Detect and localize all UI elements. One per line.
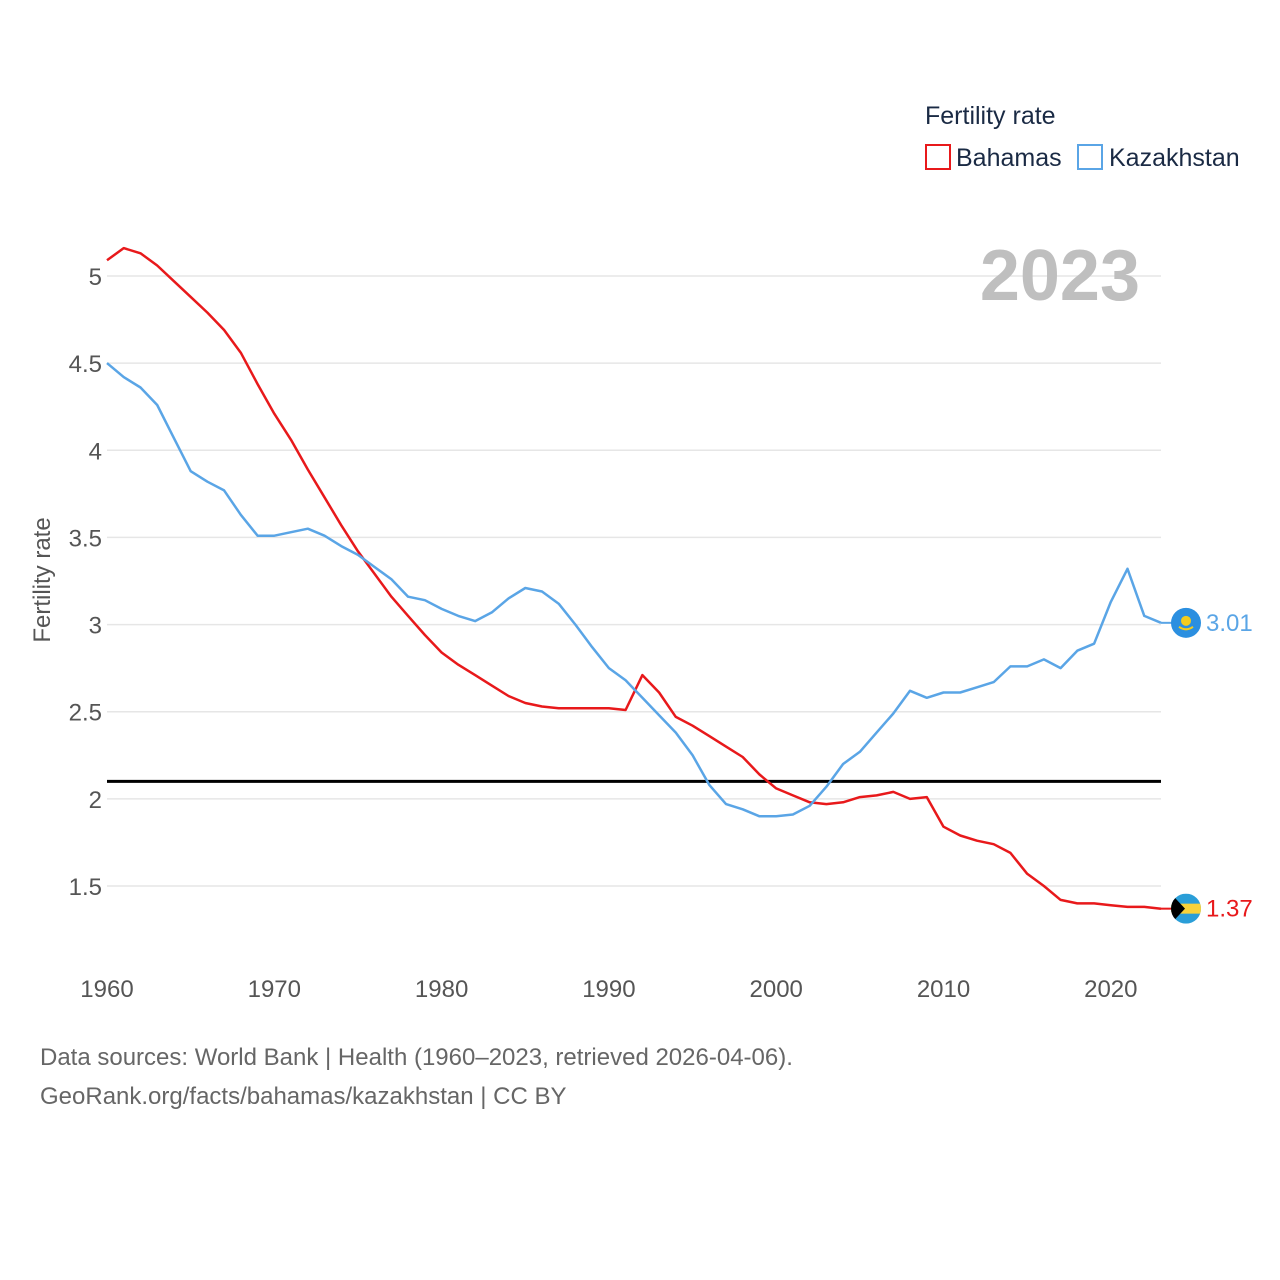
y-tick-label: 4.5 <box>69 351 102 378</box>
end-value-bahamas: 1.37 <box>1206 896 1253 923</box>
end-markers: 1.37 3.01 <box>1161 607 1253 924</box>
legend-title: Fertility rate <box>925 102 1056 130</box>
x-tick-label: 1990 <box>582 976 635 1003</box>
y-tick-label: 3.5 <box>69 525 102 552</box>
x-tick-label: 1960 <box>80 976 133 1003</box>
x-tick-label: 2020 <box>1084 976 1137 1003</box>
y-tick-label: 2 <box>89 787 102 814</box>
highlight-year: 2023 <box>980 236 1140 316</box>
end-value-kazakhstan: 3.01 <box>1206 610 1253 637</box>
y-axis-label: Fertility rate <box>29 517 56 642</box>
series-line-bahamas[interactable] <box>106 246 1162 910</box>
flag-bahamas-icon <box>1171 893 1201 924</box>
x-tick-label: 2010 <box>917 976 970 1003</box>
flag-kazakhstan-icon <box>1171 607 1201 638</box>
y-tick-label: 1.5 <box>69 874 102 901</box>
x-tick-label: 1970 <box>248 976 301 1003</box>
data-source-note: Data sources: World Bank | Health (1960–… <box>40 1044 793 1071</box>
series-lines <box>106 246 1162 910</box>
legend: Fertility rate Bahamas Kazakhstan <box>925 102 1240 172</box>
y-tick-label: 2.5 <box>69 700 102 727</box>
y-tick-label: 5 <box>89 264 102 291</box>
y-tick-label: 4 <box>89 438 102 465</box>
x-tick-label: 1980 <box>415 976 468 1003</box>
y-axis-ticks: 1.5 2 2.5 3 3.5 4 4.5 5 <box>69 264 102 901</box>
source-url: GeoRank.org/facts/bahamas/kazakhstan | C… <box>40 1083 567 1110</box>
series-line-kazakhstan[interactable] <box>106 362 1162 818</box>
x-tick-label: 2000 <box>750 976 803 1003</box>
legend-swatch-bahamas[interactable] <box>925 144 951 170</box>
y-tick-label: 3 <box>89 613 102 640</box>
legend-swatch-kazakhstan[interactable] <box>1077 144 1103 170</box>
legend-label-bahamas[interactable]: Bahamas <box>956 144 1062 172</box>
legend-label-kazakhstan[interactable]: Kazakhstan <box>1109 144 1240 172</box>
x-axis-ticks: 1960 1970 1980 1990 2000 2010 2020 <box>80 976 1137 1003</box>
gridlines <box>107 275 1161 887</box>
